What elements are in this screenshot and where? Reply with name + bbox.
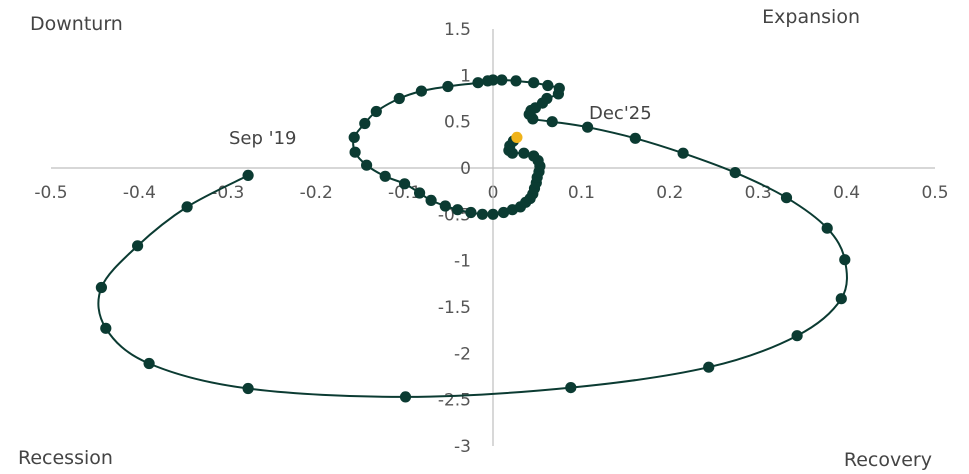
data-point: [359, 117, 371, 130]
data-point: [729, 167, 741, 179]
x-tick-label: -0.5: [34, 183, 67, 203]
y-tick-label: 1.5: [444, 20, 471, 40]
data-point: [399, 178, 411, 190]
y-tick-label: -1.5: [438, 298, 471, 318]
quadrant-label-recession: Recession: [18, 447, 113, 469]
data-point: [498, 206, 510, 219]
annotation-end: Dec'25: [589, 103, 652, 124]
data-point: [393, 92, 405, 105]
y-tick-label: -2.5: [438, 391, 471, 411]
x-axis: -0.5 -0.4 -0.3 -0.2 -0.1 0 0.1 0.2 0.3 0.4 0.5: [34, 167, 949, 203]
data-point: [703, 361, 715, 373]
data-point: [541, 92, 553, 105]
data-point: [677, 147, 689, 159]
data-point: [835, 293, 847, 305]
quadrant-label-expansion: Expansion: [762, 6, 860, 28]
data-point: [780, 192, 793, 204]
data-point: [132, 240, 144, 252]
x-tick-label: 0.4: [833, 183, 860, 203]
y-tick-label: 0.5: [444, 113, 471, 133]
data-point: [553, 82, 565, 94]
data-point: [582, 121, 594, 133]
x-tick-label: 0.1: [568, 183, 595, 203]
data-point: [181, 201, 193, 213]
data-point: [528, 150, 540, 162]
data-point: [143, 357, 155, 370]
quadrant-label-recovery: Recovery: [844, 449, 932, 471]
data-point: [379, 170, 391, 182]
series-line: [97, 78, 848, 398]
data-point: [439, 200, 451, 212]
data-point: [546, 116, 558, 128]
x-tick-label: 0.2: [656, 183, 683, 203]
y-tick-label: -3: [454, 437, 471, 457]
data-point: [518, 147, 530, 159]
x-tick-label: 0.3: [745, 183, 772, 203]
data-point: [839, 254, 851, 266]
data-point: [629, 132, 641, 144]
data-point: [442, 80, 454, 93]
data-point: [487, 208, 499, 220]
data-point: [414, 187, 426, 199]
data-point: [565, 382, 577, 394]
y-tick-label: 0: [460, 159, 471, 179]
data-point: [348, 131, 360, 143]
data-point: [349, 146, 361, 158]
data-point: [482, 75, 494, 87]
data-point: [496, 74, 508, 86]
x-tick-label: -0.3: [211, 183, 244, 203]
data-point: [472, 77, 484, 89]
data-point: [510, 75, 522, 87]
y-tick-label: 1: [460, 66, 471, 86]
data-point: [370, 105, 382, 118]
data-point: [791, 330, 803, 342]
data-point: [415, 85, 427, 97]
data-point-latest: [511, 131, 523, 143]
x-tick-label: -0.2: [300, 183, 333, 203]
data-point: [425, 194, 437, 206]
data-point: [821, 222, 833, 234]
data-points: [95, 74, 851, 403]
data-point: [100, 322, 112, 334]
x-tick-label: -0.4: [123, 183, 156, 203]
y-tick-label: -2: [454, 344, 471, 364]
data-point: [465, 206, 477, 219]
data-point: [399, 391, 412, 403]
data-point: [542, 79, 554, 92]
data-point: [452, 204, 464, 216]
x-tick-label: 0.5: [921, 183, 948, 203]
data-point: [361, 159, 373, 171]
data-point: [242, 169, 254, 181]
data-point: [242, 382, 254, 395]
annotation-start: Sep '19: [229, 128, 297, 149]
data-point: [476, 208, 488, 220]
data-point: [95, 281, 107, 294]
quadrant-label-downturn: Downturn: [30, 13, 123, 35]
y-tick-label: -1: [454, 252, 471, 272]
data-point: [528, 77, 540, 89]
